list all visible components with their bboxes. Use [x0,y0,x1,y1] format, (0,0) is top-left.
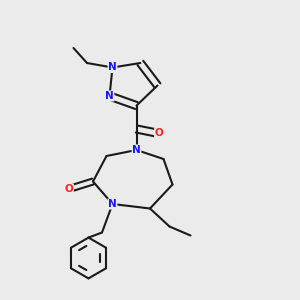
Text: N: N [108,62,117,73]
Text: O: O [64,184,74,194]
Text: N: N [108,199,117,209]
Text: N: N [132,145,141,155]
Text: O: O [154,128,164,139]
Text: N: N [105,91,114,101]
